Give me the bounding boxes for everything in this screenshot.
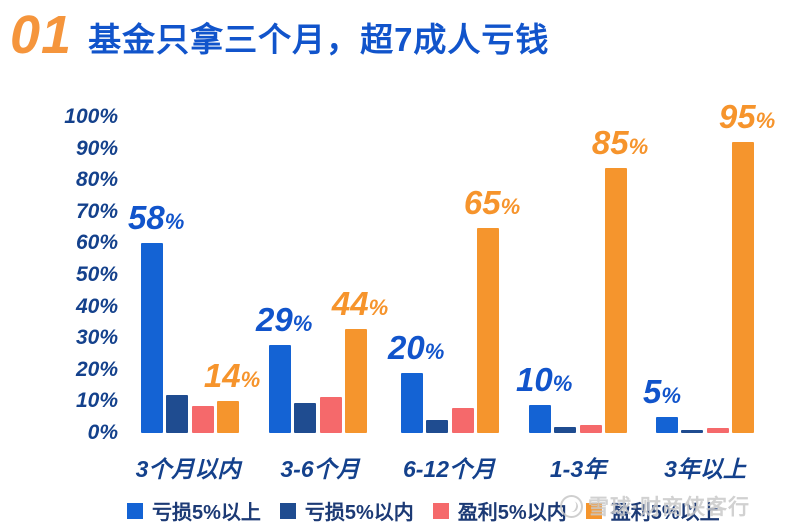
y-tick-label: 10% [75, 389, 118, 413]
legend-item: 盈利5%以上 [585, 496, 720, 525]
y-tick-label: 90% [75, 136, 118, 160]
y-tick-label: 50% [75, 263, 118, 286]
bar-亏损5%以内 [554, 426, 577, 433]
bar-value-label: 65% [463, 183, 521, 221]
x-category-label: 3个月以内 [135, 456, 241, 482]
bar-盈利5%以内 [579, 425, 602, 433]
x-category-label: 6-12个月 [402, 456, 496, 482]
bar-value-label: 58% [128, 199, 185, 237]
bar-盈利5%以内 [191, 406, 214, 433]
bar-group: 20% 65% [388, 117, 520, 433]
legend-label: 盈利5%以内 [457, 502, 567, 524]
x-category-label: 3-6个月 [280, 456, 360, 482]
bar-group: 29% 44% [256, 117, 388, 433]
bar-亏损5%以上 [401, 372, 423, 433]
x-category-label: 3年以上 [664, 456, 746, 482]
bar-value-label: 44% [331, 284, 389, 322]
bar-value-label: 14% [203, 357, 261, 395]
bar-value-label: 85% [591, 123, 649, 161]
bar-盈利5%以内 [319, 396, 342, 433]
y-tick-label: 40% [75, 294, 118, 318]
page-title: 01 基金只拿三个月，超7成人亏钱 [10, 6, 549, 64]
bar-亏损5%以内 [166, 395, 189, 433]
legend-item: 亏损5%以内 [279, 496, 414, 525]
bar-group: 58% 14% [128, 117, 260, 433]
legend-item: 盈利5%以内 [432, 496, 567, 525]
y-tick-label: 20% [75, 357, 118, 381]
bar-value-label: 95% [718, 98, 776, 136]
bar-亏损5%以上 [656, 417, 678, 433]
y-tick-label: 80% [75, 168, 118, 192]
chart-legend: 亏损5%以上 亏损5%以内 盈利5%以内 盈利5%以上 [127, 496, 720, 525]
y-tick-label: 60% [75, 231, 118, 255]
legend-swatch-icon [432, 502, 449, 519]
bar-盈利5%以上 [216, 401, 239, 433]
bar-盈利5%以上 [604, 167, 627, 433]
y-tick-label: 30% [75, 326, 118, 350]
bar-亏损5%以内 [426, 420, 449, 433]
bar-亏损5%以上 [141, 243, 163, 433]
bar-盈利5%以上 [476, 227, 499, 433]
y-tick-label: 0% [87, 421, 118, 444]
y-tick-label: 100% [64, 105, 118, 128]
legend-label: 亏损5%以内 [304, 502, 414, 524]
bar-盈利5%以上 [731, 142, 754, 433]
bar-group: 5% 95% [643, 100, 775, 433]
bar-value-label: 20% [388, 328, 445, 366]
y-tick-label: 70% [75, 199, 118, 223]
legend-swatch-icon [585, 502, 602, 519]
bar-亏损5%以上 [529, 404, 551, 433]
bar-盈利5%以内 [451, 407, 474, 433]
bar-value-label: 5% [643, 373, 681, 411]
bar-亏损5%以上 [269, 344, 291, 433]
bar-value-label: 10% [516, 360, 573, 398]
bar-group: 10% 85% [516, 117, 648, 433]
legend-swatch-icon [127, 502, 143, 519]
bar-value-label: 29% [256, 300, 313, 338]
bar-盈利5%以内 [706, 428, 729, 433]
legend-label: 亏损5%以上 [152, 502, 261, 524]
title-text: 基金只拿三个月，超7成人亏钱 [88, 21, 550, 58]
legend-item: 亏损5%以上 [127, 496, 261, 525]
title-number: 01 [10, 5, 73, 65]
bar-盈利5%以上 [344, 328, 367, 433]
bar-亏损5%以内 [294, 402, 317, 433]
x-category-label: 1-3年 [549, 456, 607, 482]
legend-swatch-icon [279, 502, 296, 519]
legend-label: 盈利5%以上 [610, 502, 720, 524]
bar-亏损5%以内 [681, 429, 704, 433]
